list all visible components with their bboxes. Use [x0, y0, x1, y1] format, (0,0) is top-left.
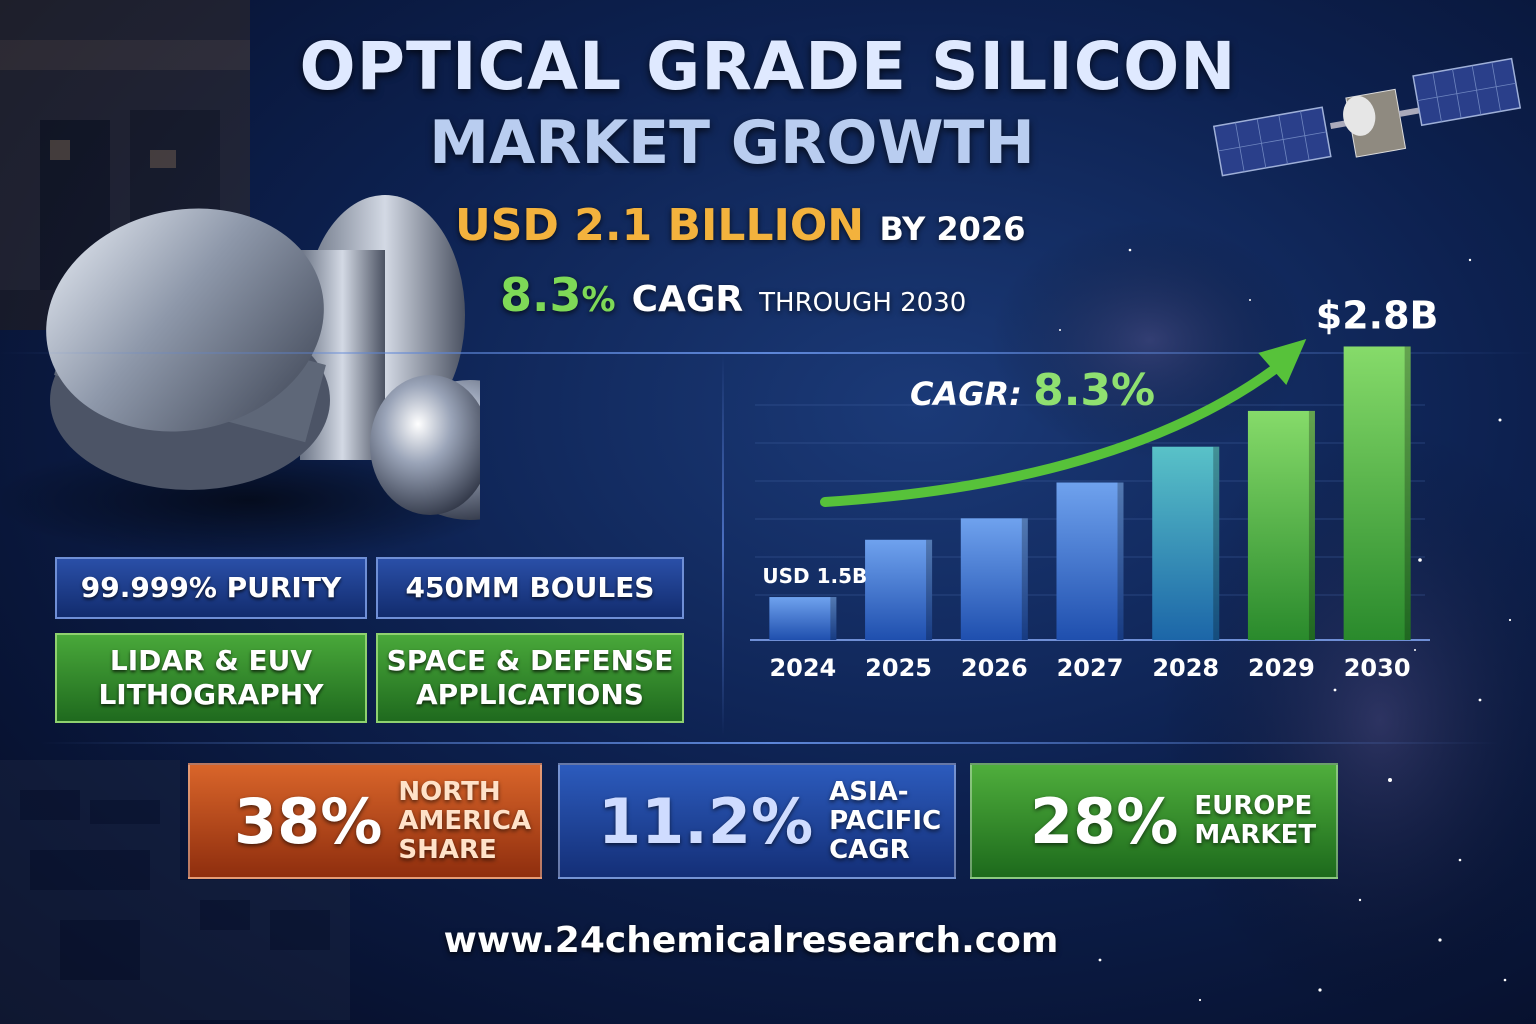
- stat-eu-line1: EUROPE: [1194, 791, 1313, 821]
- market-value: USD 2.1 BILLION: [455, 200, 865, 251]
- bar-2027: [1056, 482, 1124, 640]
- cagr-headline: 8.3% CAGR THROUGH 2030: [500, 268, 966, 322]
- bar-side-2027: [1117, 482, 1124, 640]
- title-line1: OPTICAL GRADE SILICON: [299, 28, 1237, 105]
- tick-label-2028: 2028: [1152, 654, 1219, 682]
- stat-north-america-label: NORTH AMERICA SHARE: [398, 776, 532, 865]
- market-value-year: BY 2026: [879, 210, 1026, 248]
- silicon-boules-image: [0, 195, 480, 560]
- feature-lidar-line2: LITHOGRAPHY: [98, 678, 324, 711]
- satellite-image: [1212, 57, 1522, 177]
- growth-arrowhead: [1258, 339, 1307, 385]
- bar-side-2026: [1021, 518, 1028, 640]
- stat-na-line2: AMERICA: [398, 805, 532, 836]
- feature-space-defense: SPACE & DEFENSE APPLICATIONS: [376, 633, 684, 723]
- bar-2028: [1152, 446, 1220, 640]
- feature-boules-label: 450MM BOULES: [405, 571, 655, 604]
- tick-label-2024: 2024: [769, 654, 836, 682]
- top-divider: [0, 352, 1536, 354]
- footer-url[interactable]: www.24chemicalresearch.com: [443, 920, 1059, 961]
- cagr-word: CAGR: [631, 279, 744, 320]
- tick-label-2027: 2027: [1057, 654, 1124, 682]
- tick-label-2025: 2025: [865, 654, 932, 682]
- tick-label-2026: 2026: [961, 654, 1028, 682]
- feature-lidar-euv: LIDAR & EUV LITHOGRAPHY: [55, 633, 367, 723]
- market-growth-bar-chart: 2024 2025 2026 2027 2028 2029 2030 USD 1.5B $2.8…: [750, 293, 1439, 682]
- market-value-headline: USD 2.1 BILLION BY 2026: [455, 200, 1025, 251]
- feature-purity-label: 99.999% PURITY: [80, 571, 342, 604]
- feature-boules: 450MM BOULES: [376, 557, 684, 619]
- bar-side-2028: [1213, 446, 1220, 640]
- bar-2024: [769, 597, 837, 640]
- bar-side-2029: [1308, 410, 1315, 640]
- stat-europe: 28% EUROPE MARKET: [970, 763, 1338, 879]
- stat-na-line3: SHARE: [398, 834, 497, 865]
- stat-asia-pacific-label: ASIA- PACIFIC CAGR: [829, 776, 942, 865]
- tick-label-2030: 2030: [1344, 654, 1411, 682]
- bar-2026: [960, 518, 1028, 640]
- feature-lidar-line1: LIDAR & EUV: [109, 644, 313, 677]
- stat-ap-line2: PACIFIC: [829, 805, 942, 836]
- data-label-last: $2.8B: [1316, 293, 1439, 337]
- bar-side-2024: [830, 597, 837, 640]
- stat-ap-line3: CAGR: [829, 834, 910, 865]
- bar-2029: [1247, 410, 1315, 640]
- bar-side-2030: [1404, 346, 1411, 640]
- bottom-divider: [40, 742, 1500, 744]
- stat-ap-line1: ASIA-: [829, 776, 909, 807]
- cagr-period: THROUGH 2030: [759, 288, 967, 318]
- feature-space-line1: SPACE & DEFENSE: [386, 644, 674, 677]
- feature-purity: 99.999% PURITY: [55, 557, 367, 619]
- bar-2025: [865, 539, 933, 640]
- growth-arrow: [820, 360, 1286, 508]
- stat-north-america-value: 38%: [234, 784, 383, 858]
- stat-europe-value: 28%: [1030, 784, 1179, 858]
- stat-na-line1: NORTH: [398, 776, 501, 807]
- stat-asia-pacific: 11.2% ASIA- PACIFIC CAGR: [558, 763, 956, 879]
- stat-europe-label: EUROPE MARKET: [1194, 792, 1316, 850]
- stat-north-america: 38% NORTH AMERICA SHARE: [188, 763, 542, 879]
- stat-asia-pacific-value: 11.2%: [598, 784, 814, 858]
- stat-eu-line2: MARKET: [1194, 820, 1317, 850]
- title-line2: MARKET GROWTH: [429, 108, 1035, 178]
- vertical-divider: [722, 355, 724, 735]
- feature-space-line2: APPLICATIONS: [416, 678, 644, 711]
- bar-2030: [1343, 346, 1411, 640]
- cagr-value: 8.3: [500, 268, 582, 322]
- bar-side-2025: [926, 539, 933, 640]
- cagr-percent-sign: %: [581, 280, 616, 320]
- cagr-annotation: CAGR: 8.3%: [910, 365, 1155, 416]
- data-label-first: USD 1.5B: [762, 564, 867, 588]
- tick-label-2029: 2029: [1248, 654, 1315, 682]
